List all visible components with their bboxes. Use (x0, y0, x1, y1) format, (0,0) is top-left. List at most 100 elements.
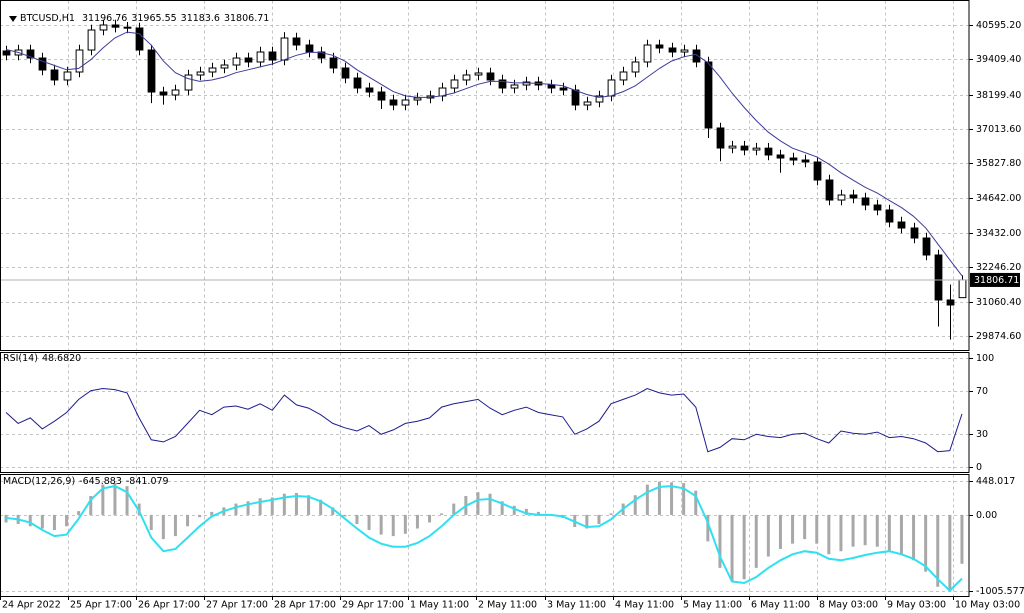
histogram-bar (682, 483, 686, 515)
candle-body (474, 72, 483, 76)
candle-body (123, 26, 132, 29)
candle-body (704, 61, 713, 129)
histogram-bar (40, 514, 44, 529)
histogram-bar (391, 514, 395, 537)
candle-body (801, 159, 810, 163)
candle-body (547, 84, 556, 89)
y-tick-label: 30 (976, 429, 988, 440)
candle-body (668, 47, 677, 53)
candle-body (75, 49, 84, 73)
candle-body (958, 279, 967, 299)
candle-body (389, 99, 398, 106)
histogram-bar (270, 497, 274, 515)
x-tick-label: 1 May 11:00 (410, 600, 469, 611)
candle-body (2, 50, 11, 56)
histogram-bar (803, 514, 807, 540)
main-header: BTCUSD,H1 31196.76 31965.55 31183.6 31806.7… (3, 2, 273, 24)
histogram-bar (791, 514, 795, 544)
histogram-bar (754, 514, 758, 568)
histogram-bar (101, 484, 105, 515)
rsi-header: RSI(14) 48.6820 (3, 353, 85, 364)
signal-reading: -841.079 (125, 476, 169, 487)
candle-body (716, 127, 725, 149)
histogram-bar (77, 511, 81, 515)
candle-body (873, 204, 882, 211)
histogram-bar (89, 495, 93, 515)
candle-body (897, 221, 906, 229)
candle-body (365, 87, 374, 93)
candle-body (631, 61, 640, 73)
candle-body (922, 237, 931, 256)
histogram-bar (137, 503, 141, 515)
candle-body (789, 157, 798, 161)
histogram-bar (839, 514, 843, 552)
histogram-bar (294, 492, 298, 515)
macd-header: MACD(12,26,9) -645.883 -841.079 (3, 476, 173, 487)
histogram-bar (887, 514, 891, 552)
histogram-bar (863, 514, 867, 546)
candle-body (208, 67, 217, 73)
x-tick-label: 25 Apr 17:00 (70, 600, 132, 611)
histogram-bar (319, 499, 323, 515)
histogram-bar (645, 484, 649, 515)
histogram-bar (355, 514, 359, 524)
y-tick-label: 0.00 (976, 510, 997, 521)
histogram-bar (597, 514, 601, 524)
signal-line (5, 485, 963, 592)
histogram-bar (307, 495, 311, 515)
histogram-bar (246, 501, 250, 515)
x-tick-label: 28 Apr 17:00 (274, 600, 336, 611)
last-high: 31965.55 (131, 13, 177, 24)
candle-body (934, 254, 943, 301)
histogram-bar (536, 511, 540, 515)
x-tick-label: 2 May 11:00 (478, 600, 537, 611)
candle-body (837, 194, 846, 201)
y-tick-label: 39409.40 (976, 54, 1021, 65)
candle-body (740, 145, 749, 151)
candle-body (87, 29, 96, 51)
histogram-bar (524, 508, 528, 515)
y-tick-label: 0 (976, 462, 982, 473)
price-label: 31806.71 (974, 275, 1019, 286)
histogram-bar (331, 507, 335, 515)
histogram-bar (512, 505, 516, 515)
candle-body (413, 97, 422, 101)
candle-body (776, 154, 785, 159)
histogram-bar (766, 514, 770, 557)
candle-body (462, 74, 471, 81)
price-box (970, 272, 1020, 287)
candle-body (220, 64, 229, 69)
candle-body (305, 44, 314, 53)
histogram-bar (415, 514, 419, 529)
histogram-bar (258, 498, 262, 515)
candle-body (885, 209, 894, 223)
candle-body (50, 69, 59, 81)
candle-body (268, 51, 277, 61)
x-tick-label: 3 May 11:00 (547, 600, 606, 611)
pane-border (0, 352, 970, 473)
last-low: 31183.6 (180, 13, 220, 24)
candle-body (692, 49, 701, 63)
histogram-bar (742, 514, 746, 580)
candle-body (813, 161, 822, 181)
candle-body (147, 49, 156, 93)
candle-body (171, 89, 180, 96)
y-tick-label: 448.017 (976, 476, 1015, 487)
candle-body (292, 37, 301, 46)
histogram-bar (500, 501, 504, 515)
histogram-bar (851, 514, 855, 547)
moving-average (5, 31, 963, 277)
histogram-bar (173, 514, 177, 537)
menu-arrow[interactable] (9, 15, 18, 23)
x-tick-label: 29 Apr 17:00 (342, 600, 404, 611)
candle-body (655, 44, 664, 49)
histogram-bar (815, 514, 819, 544)
candle-body (329, 57, 338, 69)
x-tick-label: 26 Apr 17:00 (138, 600, 200, 611)
histogram-bar (585, 514, 589, 529)
candle-body (559, 87, 568, 91)
symbol: BTCUSD,H1 (20, 13, 75, 24)
candle-body (510, 84, 519, 89)
y-tick-label: 70 (976, 386, 988, 397)
